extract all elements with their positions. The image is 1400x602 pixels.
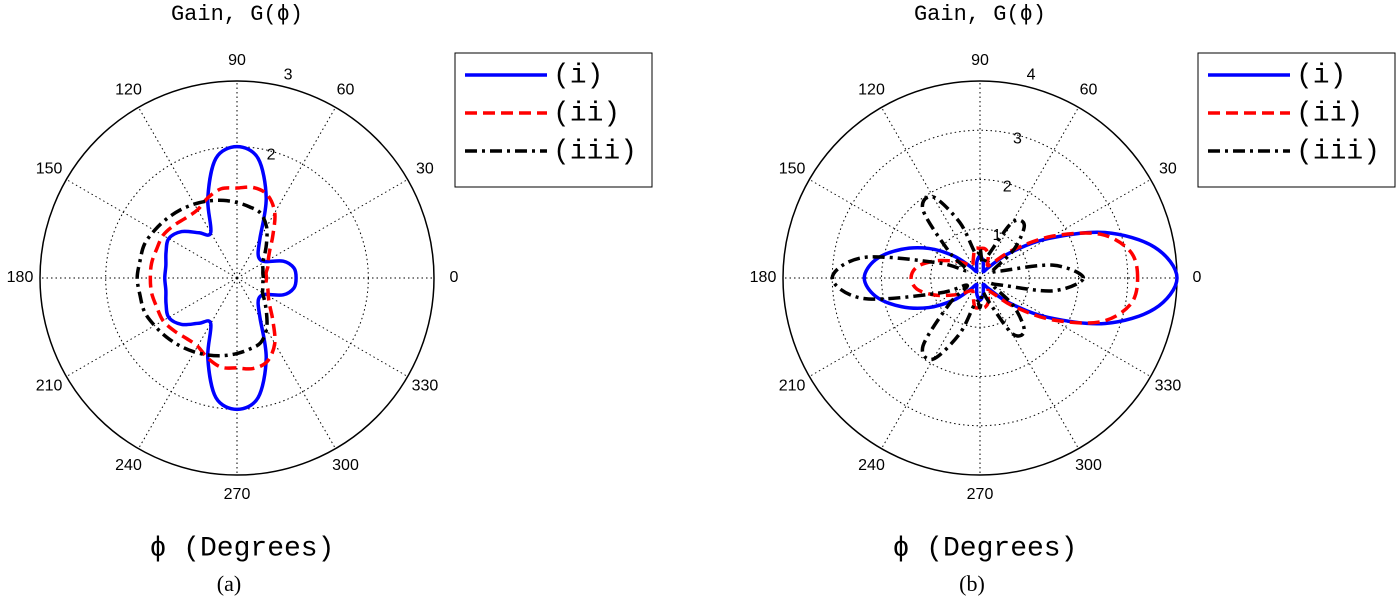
- angle-tick-label: 0: [450, 269, 459, 286]
- angle-tick-label: 120: [115, 81, 142, 98]
- radial-tick-label: 2: [267, 147, 276, 164]
- radial-grid-ring: [881, 179, 1079, 377]
- chart-title: Gain, G(ϕ): [171, 2, 303, 27]
- series-line: [148, 185, 277, 371]
- angle-tick-label: 210: [36, 378, 63, 395]
- angle-tick-label: 330: [1155, 378, 1182, 395]
- radial-tick-label: 4: [1027, 67, 1036, 84]
- legend-label: (iii): [553, 136, 637, 167]
- series-line: [909, 231, 1140, 325]
- radial-tick-label: 1: [993, 227, 1002, 244]
- angle-tick-label: 300: [1075, 457, 1102, 474]
- polar-chart: 0 30 60 90 120 150 180 210 240 270 300 330 1 2 3 4 Gain,…: [750, 2, 1396, 596]
- axis-label: ϕ (Degrees): [893, 533, 1078, 564]
- angle-tick-label: 210: [779, 378, 806, 395]
- axis-label: ϕ (Degrees): [150, 533, 335, 564]
- angle-grid-line: [809, 179, 981, 279]
- angle-tick-label: 90: [228, 52, 246, 69]
- radial-grid-ring: [105, 146, 369, 410]
- angle-tick-label: 270: [224, 486, 251, 503]
- angle-tick-label: 300: [332, 457, 359, 474]
- radial-tick-label: 3: [1013, 131, 1022, 148]
- angle-tick-label: 180: [7, 269, 34, 286]
- legend-label: (i): [553, 60, 603, 91]
- angle-grid-line: [979, 179, 1151, 279]
- legend-label: (i): [1296, 60, 1346, 91]
- chart-title: Gain, G(ϕ): [914, 2, 1046, 27]
- angle-tick-label: 60: [337, 81, 355, 98]
- angle-tick-label: 180: [750, 269, 777, 286]
- angle-tick-label: 90: [971, 52, 989, 69]
- angle-tick-label: 60: [1080, 81, 1098, 98]
- angle-tick-label: 150: [36, 161, 63, 178]
- angle-tick-label: 330: [412, 378, 439, 395]
- series-line: [830, 194, 1086, 362]
- angle-grid-line: [138, 277, 238, 449]
- legend-label: (iii): [1296, 136, 1380, 167]
- angle-tick-label: 30: [1159, 161, 1177, 178]
- angle-tick-label: 150: [779, 161, 806, 178]
- radial-tick-label: 2: [1003, 179, 1012, 196]
- angle-grid-line: [236, 277, 336, 449]
- angle-grid-line: [66, 179, 238, 279]
- angle-grid-line: [236, 107, 336, 279]
- legend-label: (ii): [1296, 98, 1363, 129]
- angle-tick-label: 30: [416, 161, 434, 178]
- polar-chart: 0 30 60 90 120 150 180 210 240 270 300 330 2 3 Gain, G…: [7, 2, 653, 596]
- legend-label: (ii): [553, 98, 620, 129]
- angle-grid-line: [979, 277, 1079, 449]
- angle-grid-line: [881, 107, 981, 279]
- radial-grid-ring: [930, 228, 1030, 328]
- angle-grid-line: [66, 277, 238, 377]
- plot-border: [39, 80, 435, 476]
- angle-grid-line: [138, 107, 238, 279]
- caption: (a): [217, 571, 241, 596]
- caption: (b): [959, 571, 985, 596]
- angle-tick-label: 270: [967, 486, 994, 503]
- radial-tick-label: 3: [284, 67, 293, 84]
- angle-tick-label: 0: [1193, 269, 1202, 286]
- angle-tick-label: 240: [115, 457, 142, 474]
- angle-tick-label: 240: [858, 457, 885, 474]
- angle-grid-line: [881, 277, 981, 449]
- angle-grid-line: [979, 107, 1079, 279]
- series-line: [163, 144, 298, 412]
- angle-tick-label: 120: [858, 81, 885, 98]
- series-line: [135, 198, 269, 358]
- angle-grid-line: [979, 277, 1151, 377]
- series-line: [862, 230, 1179, 326]
